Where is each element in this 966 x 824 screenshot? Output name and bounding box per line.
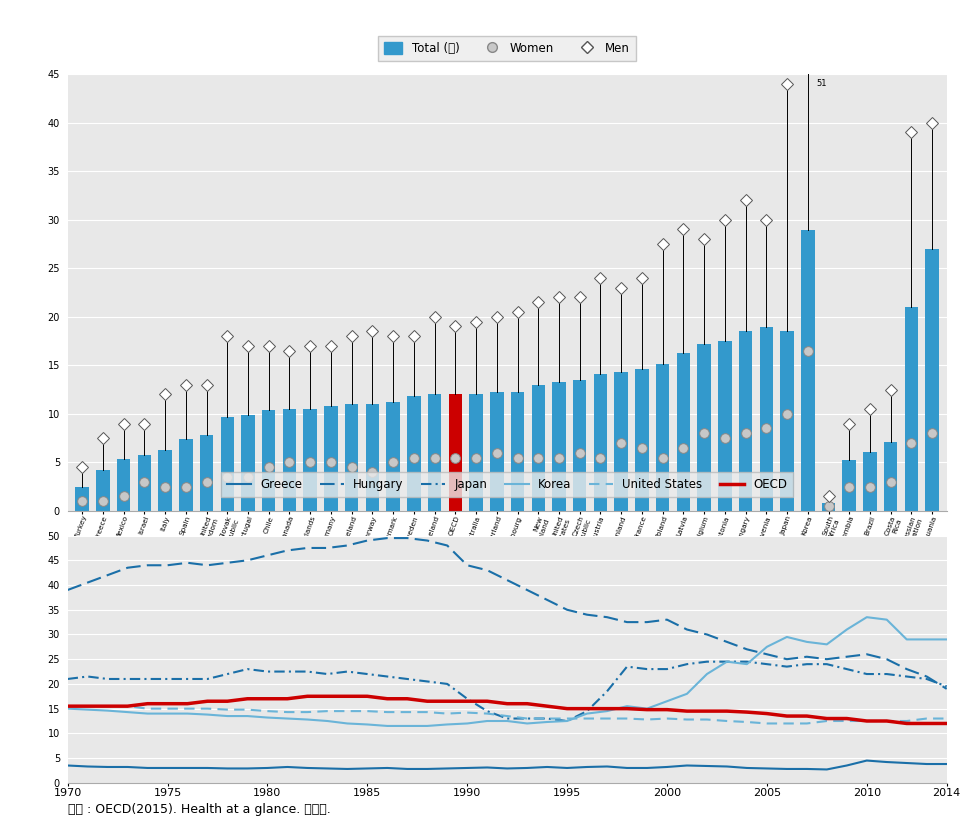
Bar xyxy=(366,404,379,511)
Bar xyxy=(325,406,338,511)
Bar xyxy=(656,364,669,511)
Bar xyxy=(386,402,400,511)
Bar xyxy=(676,353,690,511)
Bar xyxy=(303,409,317,511)
Bar xyxy=(448,395,462,511)
Bar xyxy=(158,450,172,511)
Bar xyxy=(179,439,192,511)
Bar xyxy=(759,327,773,511)
Legend: Greece, Hungary, Japan, Korea, United States, OECD: Greece, Hungary, Japan, Korea, United St… xyxy=(221,472,793,497)
Bar xyxy=(905,307,918,511)
Bar xyxy=(636,369,648,511)
Bar xyxy=(407,396,420,511)
Bar xyxy=(97,471,109,511)
Bar xyxy=(864,452,877,511)
Bar xyxy=(242,414,255,511)
Legend: Total (가), Women, Men: Total (가), Women, Men xyxy=(379,36,636,61)
Bar xyxy=(781,331,794,511)
Bar xyxy=(614,372,628,511)
Bar xyxy=(117,460,130,511)
Text: 51: 51 xyxy=(816,79,827,88)
Text: 자료 : OECD(2015). Health at a glance. 재인용.: 자료 : OECD(2015). Health at a glance. 재인용… xyxy=(68,803,330,816)
Bar xyxy=(739,331,753,511)
Bar xyxy=(283,409,297,511)
Bar xyxy=(345,404,358,511)
X-axis label: Trends in age-standardised suicide rate per 100 000 persons, selected OECD count: Trends in age-standardised suicide rate … xyxy=(249,568,765,578)
Bar xyxy=(428,395,441,511)
Bar xyxy=(573,380,586,511)
Bar xyxy=(137,455,151,511)
Bar xyxy=(553,382,566,511)
Bar xyxy=(718,341,731,511)
Bar xyxy=(697,344,711,511)
Bar xyxy=(511,391,525,511)
Bar xyxy=(822,503,836,511)
Bar xyxy=(884,442,897,511)
Bar xyxy=(262,410,275,511)
Bar xyxy=(842,461,856,511)
Bar xyxy=(925,249,939,511)
Bar xyxy=(490,391,503,511)
Bar xyxy=(801,231,814,511)
Bar xyxy=(220,417,234,511)
Bar xyxy=(200,435,213,511)
Bar xyxy=(469,395,483,511)
Bar xyxy=(594,374,608,511)
Bar xyxy=(75,487,89,511)
Bar xyxy=(531,385,545,511)
